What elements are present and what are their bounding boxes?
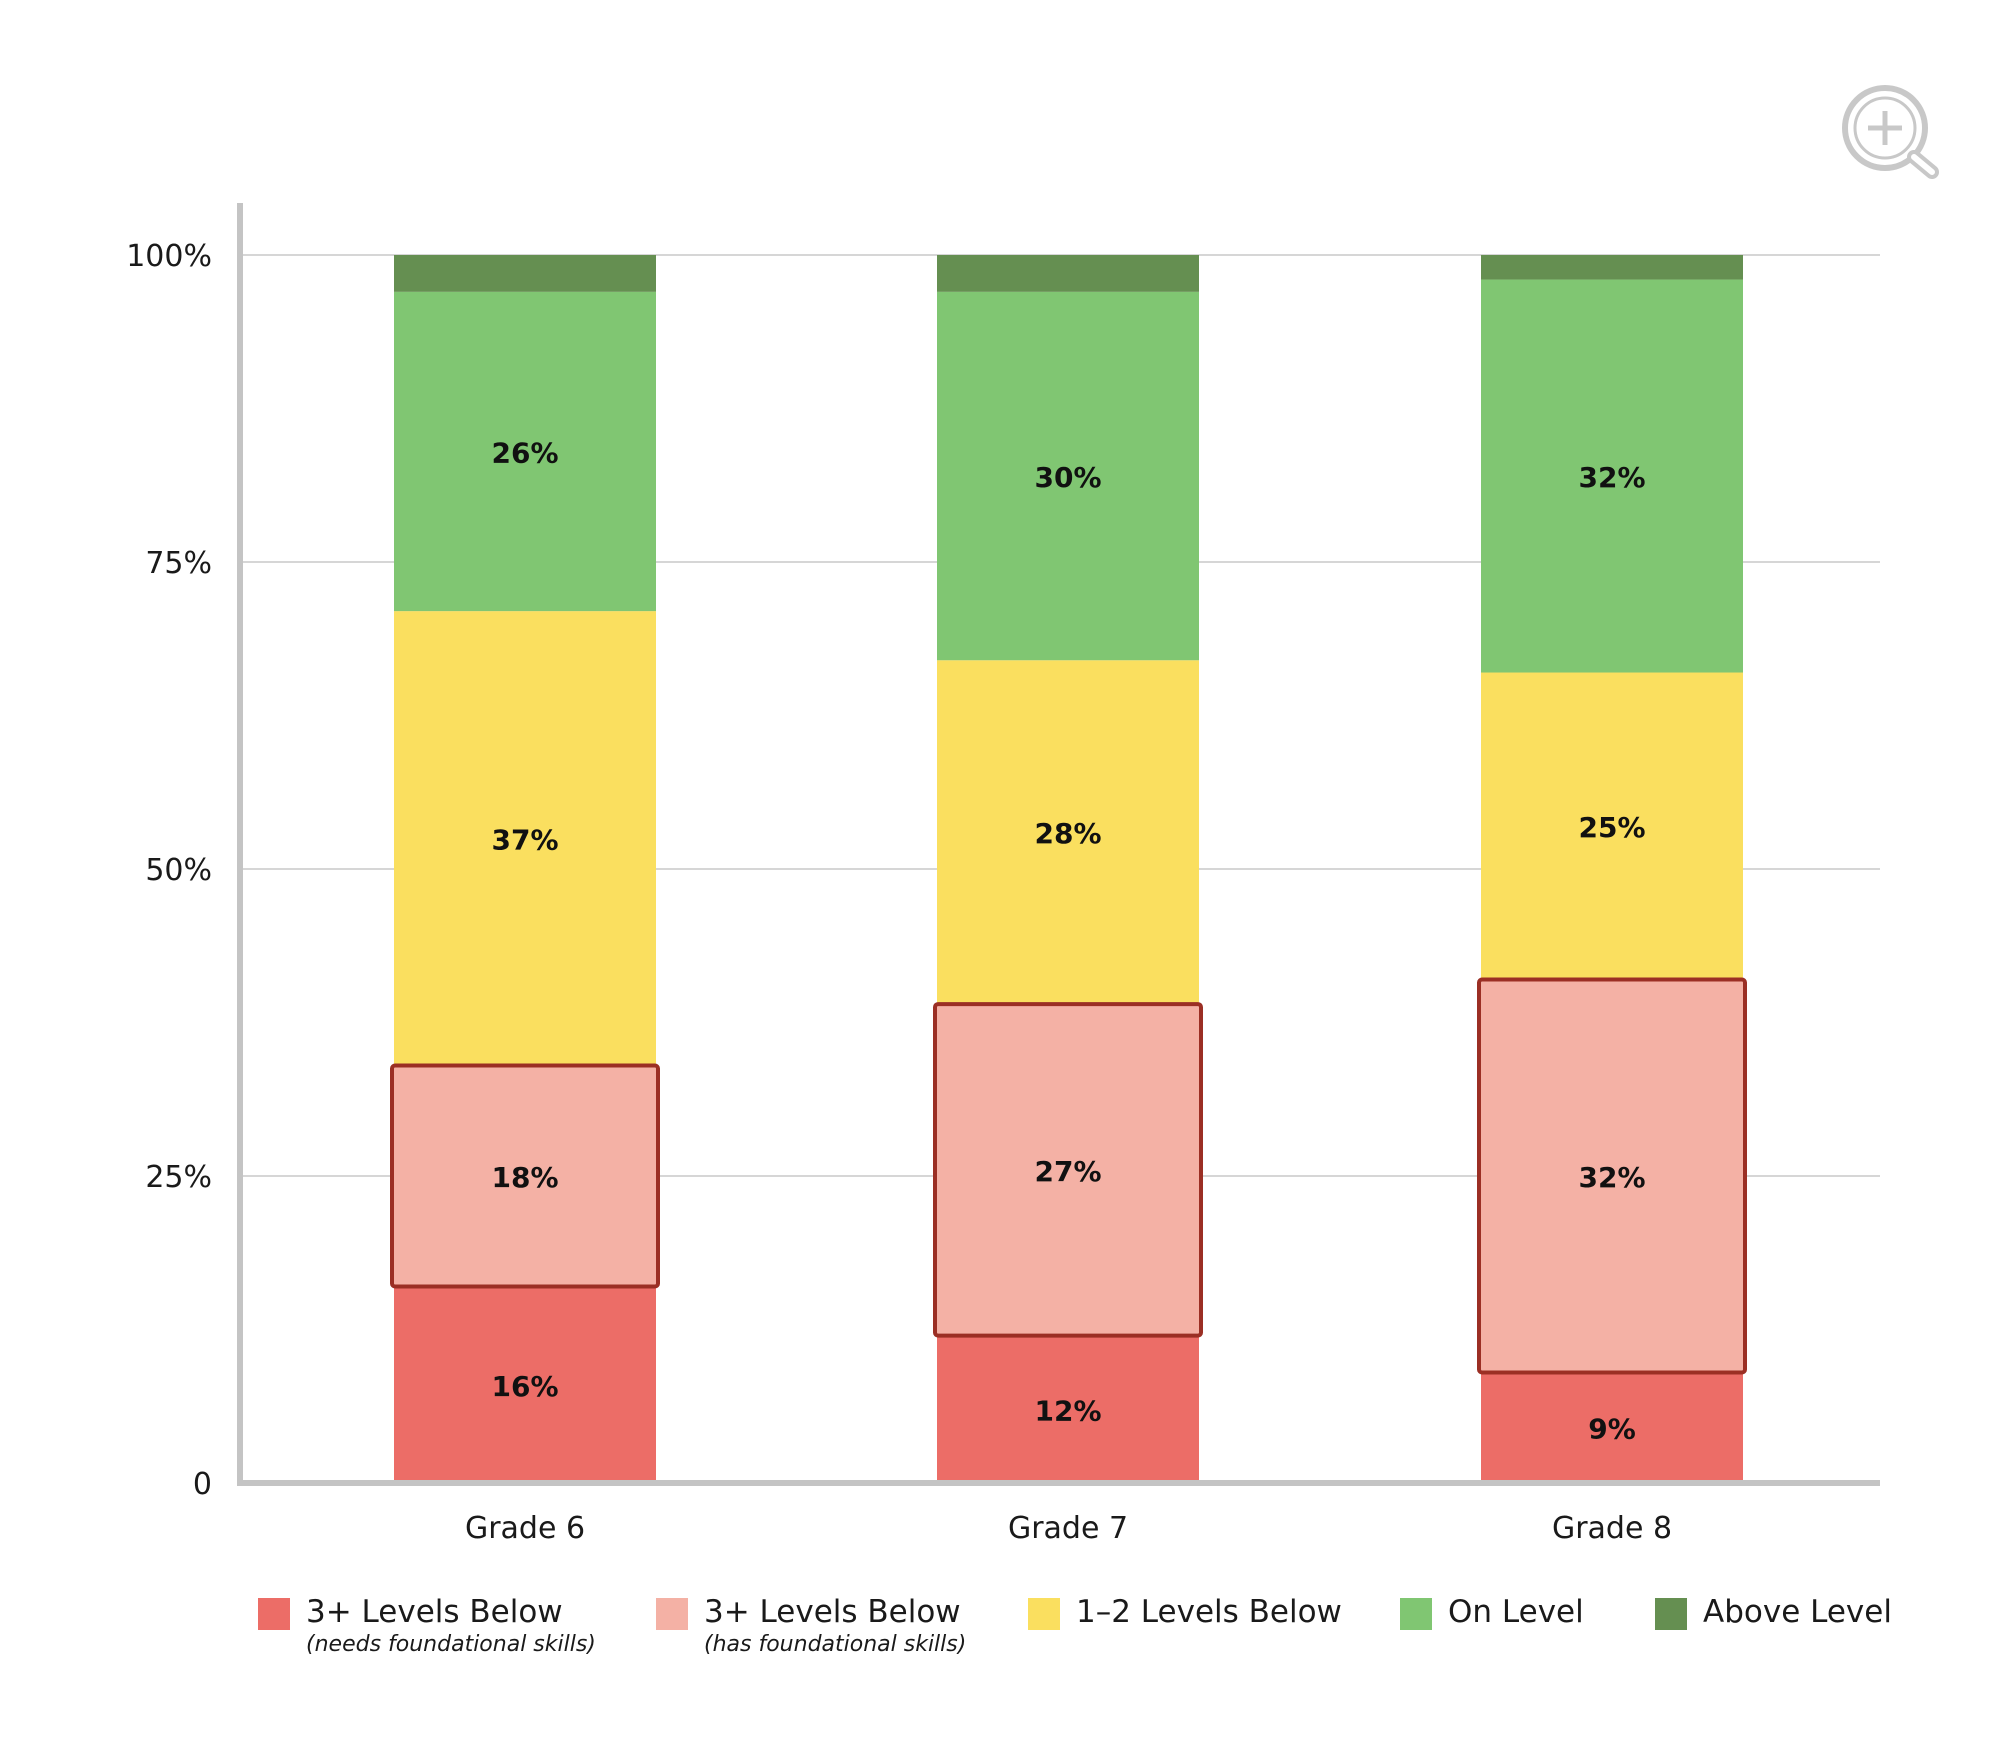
bar-segment <box>937 1004 1199 1336</box>
y-tick-label: 50% <box>145 853 212 888</box>
legend-swatch <box>656 1598 688 1630</box>
data-label: 12% <box>1034 1394 1101 1427</box>
y-tick-label: 75% <box>145 546 212 581</box>
bar-segment <box>394 611 656 1066</box>
legend-item-1-2-levels-below: 1–2 Levels Below <box>1028 1592 1342 1632</box>
data-label: 16% <box>491 1370 558 1403</box>
legend-swatch <box>1400 1598 1432 1630</box>
data-label: 27% <box>1034 1155 1101 1188</box>
bar-segment <box>937 1335 1199 1483</box>
legend-sublabel: (needs foundational skills) <box>306 1632 596 1657</box>
bar-segment <box>394 1065 656 1287</box>
data-label: 18% <box>491 1161 558 1194</box>
bar-segment-outline <box>933 1002 1203 1338</box>
x-tick-label: Grade 7 <box>1008 1511 1128 1546</box>
data-label: 32% <box>1578 1161 1645 1194</box>
data-label: 32% <box>1578 461 1645 494</box>
bar-segment <box>1481 279 1743 673</box>
x-tick-labels: Grade 6 Grade 7 Grade 8 <box>465 1511 1672 1546</box>
data-labels: 16% 18% 37% 26% 12% 27% 28% 30% 9% 32% 25% 32% <box>491 436 1645 1445</box>
legend-label: On Level <box>1448 1594 1584 1630</box>
bar-segment <box>394 255 656 292</box>
bar-segment <box>937 660 1199 1005</box>
x-tick-label: Grade 6 <box>465 1511 585 1546</box>
data-label: 28% <box>1034 817 1101 850</box>
y-tick-label: 0 <box>193 1467 212 1502</box>
bar-segment <box>937 291 1199 661</box>
legend: 3+ Levels Below (needs foundational skil… <box>0 1592 2000 1682</box>
data-label: 30% <box>1034 461 1101 494</box>
bar-segment <box>1481 255 1743 280</box>
bar-segment <box>1481 979 1743 1373</box>
bars <box>394 255 1743 1483</box>
y-tick-labels: 0 25% 50% 75% 100% <box>126 239 212 1502</box>
bar-segment <box>394 1286 656 1483</box>
data-label: 25% <box>1578 811 1645 844</box>
x-tick-label: Grade 8 <box>1552 1511 1672 1546</box>
bar-segment <box>394 291 656 612</box>
legend-swatch <box>258 1598 290 1630</box>
legend-label: 3+ Levels Below <box>704 1594 961 1630</box>
bar-segment <box>937 255 1199 292</box>
legend-label: 1–2 Levels Below <box>1076 1594 1342 1630</box>
legend-item-above-level: Above Level <box>1655 1592 1892 1632</box>
zoom-in-magnifier-icon[interactable] <box>1842 85 1939 179</box>
y-tick-label: 100% <box>126 239 212 274</box>
data-label: 26% <box>491 436 558 469</box>
legend-item-has-foundational: 3+ Levels Below (has foundational skills… <box>656 1592 966 1658</box>
legend-item-needs-foundational: 3+ Levels Below (needs foundational skil… <box>258 1592 596 1658</box>
bar-segment <box>1481 672 1743 980</box>
y-tick-label: 25% <box>145 1160 212 1195</box>
data-label: 37% <box>491 823 558 856</box>
legend-label: 3+ Levels Below <box>306 1594 563 1630</box>
bar-segment-outline <box>390 1063 660 1289</box>
legend-item-on-level: On Level <box>1400 1592 1584 1632</box>
bar-segment-outline <box>1477 977 1747 1375</box>
legend-swatch <box>1028 1598 1060 1630</box>
bar-outlines <box>390 977 1747 1375</box>
axes <box>237 203 1880 1486</box>
legend-sublabel: (has foundational skills) <box>704 1632 967 1657</box>
legend-label: Above Level <box>1703 1594 1892 1630</box>
data-label: 9% <box>1588 1413 1636 1446</box>
bar-segment <box>1481 1372 1743 1483</box>
legend-swatch <box>1655 1598 1687 1630</box>
